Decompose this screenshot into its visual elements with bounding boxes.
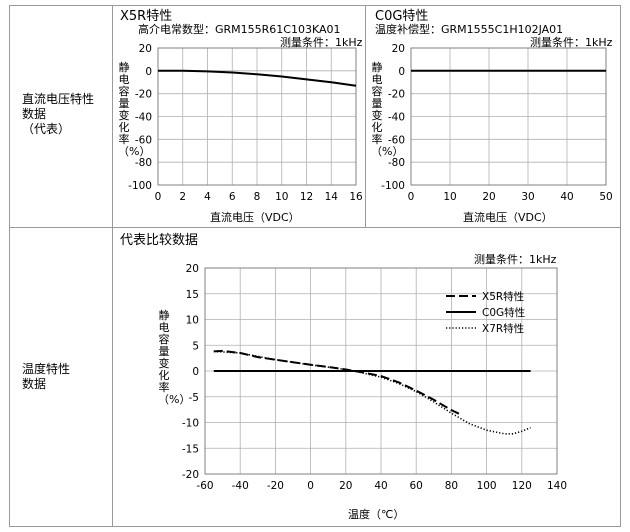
- chart2-xtick-label: 0: [408, 191, 415, 203]
- chart1-xtick-label: 6: [229, 191, 236, 203]
- row-divider: [9, 227, 621, 228]
- chart1-subtitle: 高介电常数型：GRM155R61C103KA01: [138, 23, 341, 36]
- chart3-xtick-label: 120: [512, 480, 532, 492]
- chart1-ytick-label: -20: [135, 89, 152, 101]
- chart2-ytick-label: -60: [388, 134, 405, 146]
- chart1-xtick-label: 12: [300, 191, 313, 203]
- chart3-condition: 测量条件：1kHz: [474, 253, 557, 266]
- chart3-xtick-label: 140: [547, 480, 567, 492]
- chart3-legend-label-1: C0G特性: [482, 306, 525, 319]
- chart2-xtick-label: 20: [482, 191, 495, 203]
- chart1-xtick-label: 4: [204, 191, 211, 203]
- chart1-plot-border: [157, 47, 357, 186]
- chart2-ylabel: 静电容量变化率（%）: [371, 61, 404, 158]
- chart3-xtick-label: 0: [307, 480, 314, 492]
- chart1-xtick-label: 16: [349, 191, 363, 203]
- chart2-xlabel: 直流电压（VDC）: [463, 211, 553, 224]
- chart1-series-0-line: [158, 69, 357, 87]
- chart3-xtick-label: -20: [267, 480, 284, 492]
- chart1-xtick-label: 14: [325, 191, 339, 203]
- chart3-ytick-label: 0: [192, 366, 199, 378]
- row-label-temperature: 温度特性 数据: [22, 362, 71, 391]
- chart1-xtick-label: 10: [275, 191, 288, 203]
- chart-column-divider: [365, 5, 366, 227]
- chart2-xtick-label: 30: [521, 191, 534, 203]
- chart2-subtitle: 温度补偿型：GRM1555C1H102JA01: [375, 23, 564, 36]
- chart1-xtick-label: 0: [155, 191, 162, 203]
- chart3-xtick-label: 20: [339, 480, 352, 492]
- chart2-xtick-label: 40: [560, 191, 573, 203]
- chart3-xtick-label: 100: [477, 480, 497, 492]
- chart1-title: X5R特性: [120, 9, 173, 24]
- chart3-xtick-label: 40: [374, 480, 387, 492]
- chart1-ytick-label: 0: [145, 66, 152, 78]
- chart2-plot-border: [410, 47, 607, 186]
- chart3-ytick-label: -5: [189, 392, 199, 404]
- chart2-ytick-label: 0: [398, 66, 405, 78]
- chart1-xlabel: 直流电压（VDC）: [210, 211, 300, 224]
- row-label-dc-voltage: 直流电压特性 数据 （代表）: [22, 92, 95, 136]
- chart3-xtick-label: -60: [196, 480, 213, 492]
- chart2-ytick-label: 20: [392, 43, 405, 55]
- chart3-ytick-label: -10: [182, 418, 199, 430]
- chart3-xtick-label: 80: [445, 480, 458, 492]
- chart1-ytick-label: -80: [135, 157, 152, 169]
- chart3-ytick-label: 15: [186, 289, 199, 301]
- chart3-title: 代表比较数据: [120, 233, 199, 248]
- chart3-ytick-label: -15: [182, 443, 199, 455]
- chart1-xtick-label: 2: [179, 191, 186, 203]
- chart3-xlabel: 温度（℃）: [348, 508, 405, 521]
- label-column-divider: [112, 5, 113, 527]
- chart2-condition: 测量条件：1kHz: [530, 36, 613, 49]
- chart2-title: C0G特性: [375, 9, 429, 24]
- chart3-ytick-label: -20: [182, 469, 199, 481]
- chart3-legend-label-0: X5R特性: [482, 290, 524, 303]
- chart1-ytick-label: -60: [135, 134, 152, 146]
- table-frame: [9, 5, 621, 527]
- chart2-ytick-label: -100: [381, 180, 405, 192]
- chart3-legend-label-2: X7R特性: [482, 322, 524, 335]
- chart3-series-2-line: [213, 350, 531, 435]
- chart3-ytick-label: 20: [186, 263, 199, 275]
- chart2-ytick-label: -80: [388, 157, 405, 169]
- chart2-xtick-label: 10: [443, 191, 456, 203]
- chart1-ytick-label: 20: [139, 43, 152, 55]
- chart3-xtick-label: -40: [232, 480, 249, 492]
- chart1-ytick-label: -40: [135, 112, 152, 124]
- chart1-xtick-label: 8: [254, 191, 261, 203]
- chart3-ytick-label: 5: [192, 340, 199, 352]
- chart2-ytick-label: -40: [388, 112, 405, 124]
- chart1-ytick-label: -100: [128, 180, 152, 192]
- chart3-xtick-label: 60: [410, 480, 423, 492]
- chart1-condition: 测量条件：1kHz: [280, 36, 363, 49]
- chart3-ytick-label: 10: [186, 315, 199, 327]
- chart2-xtick-label: 50: [599, 191, 612, 203]
- chart3-series-0-line: [213, 349, 461, 416]
- chart2-ytick-label: -20: [388, 89, 405, 101]
- chart3-plot-border: [204, 267, 558, 475]
